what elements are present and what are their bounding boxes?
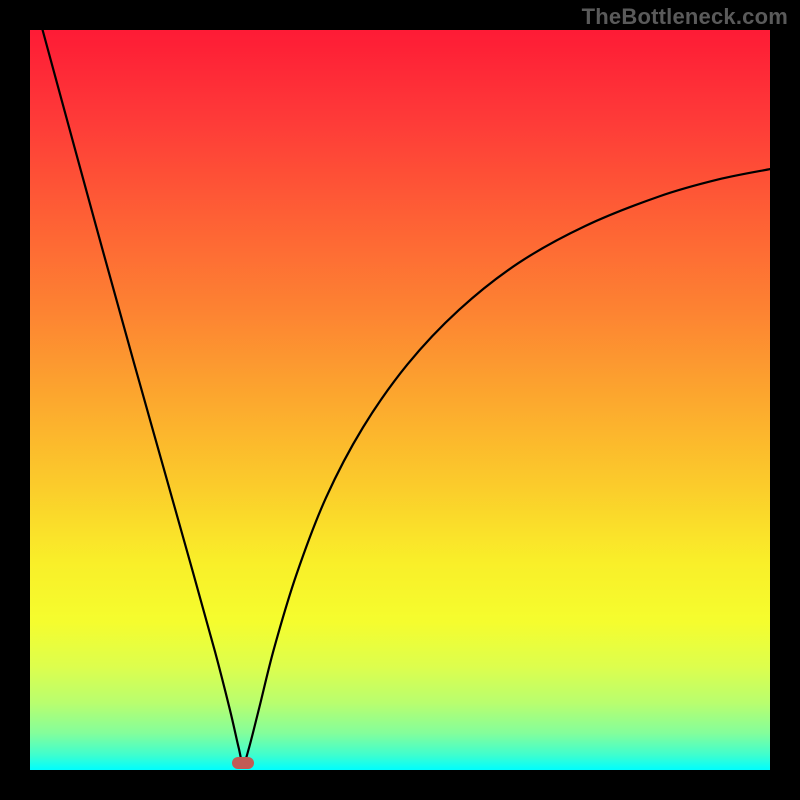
watermark-text: TheBottleneck.com — [582, 4, 788, 30]
chart-frame: TheBottleneck.com — [0, 0, 800, 800]
plot-area — [30, 30, 770, 770]
bottleneck-curve — [30, 30, 770, 770]
optimal-point-marker — [232, 757, 254, 769]
